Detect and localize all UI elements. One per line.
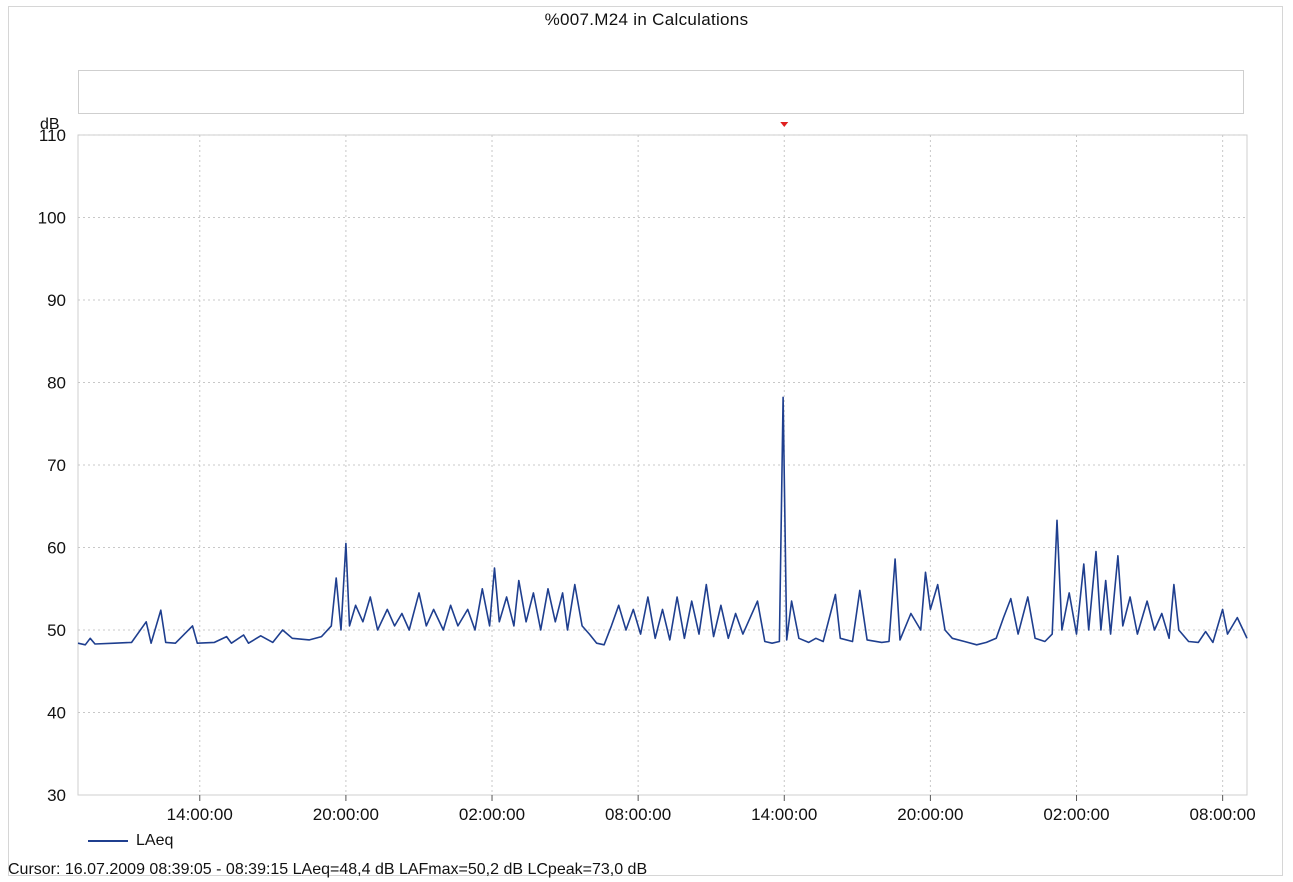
y-tick-label: 90 — [47, 291, 66, 310]
y-axis-label: dB — [40, 116, 60, 133]
x-tick-label: 20:00:00 — [897, 805, 963, 824]
x-tick-label: 02:00:00 — [1043, 805, 1109, 824]
y-tick-label: 30 — [47, 786, 66, 805]
x-tick-label: 08:00:00 — [1190, 805, 1256, 824]
legend-swatch — [88, 840, 128, 842]
x-tick-label: 20:00:00 — [313, 805, 379, 824]
series-line-laeq — [77, 396, 1248, 646]
x-tick-label: 14:00:00 — [167, 805, 233, 824]
y-tick-label: 40 — [47, 704, 66, 723]
chart-title: %007.M24 in Calculations — [544, 10, 749, 29]
chart-frame — [8, 6, 1283, 876]
legend: LAeq — [88, 830, 173, 852]
overview-panel — [78, 70, 1244, 114]
legend-label: LAeq — [136, 832, 174, 849]
y-tick-label: 100 — [38, 209, 66, 228]
y-tick-label: 110 — [39, 126, 66, 145]
x-tick-label: 08:00:00 — [605, 805, 671, 824]
cursor-marker — [780, 122, 789, 127]
x-tick-label: 02:00:00 — [459, 805, 525, 824]
y-tick-label: 60 — [47, 539, 66, 558]
plot-area — [77, 134, 1248, 796]
y-tick-label: 50 — [47, 621, 66, 640]
y-tick-label: 70 — [47, 456, 66, 475]
cursor-readout: Cursor: 16.07.2009 08:39:05 - 08:39:15 L… — [8, 861, 648, 878]
y-tick-label: 80 — [47, 374, 66, 393]
x-tick-label: 14:00:00 — [751, 805, 817, 824]
